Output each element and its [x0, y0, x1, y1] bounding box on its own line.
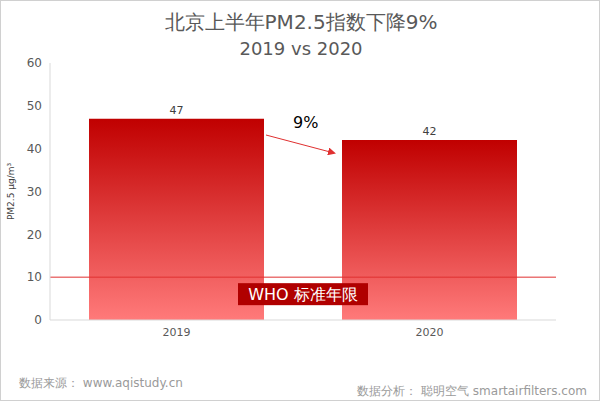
svg-text:PM2.5 μg/m³: PM2.5 μg/m³ — [6, 163, 16, 221]
html-text:9%: 9% — [293, 113, 319, 132]
svg-text:47: 47 — [170, 104, 184, 117]
svg-text:50: 50 — [27, 99, 42, 113]
svg-text:10: 10 — [27, 270, 42, 284]
html-text:北京上半年PM2.5指数下降9%: 北京上半年PM2.5指数下降9% — [164, 10, 438, 34]
svg-text:2020: 2020 — [416, 326, 444, 339]
html-text:2019 vs 2020: 2019 vs 2020 — [239, 38, 363, 59]
svg-text:0: 0 — [34, 313, 42, 327]
html-text:数据来源： www.aqistudy.cn: 数据来源： www.aqistudy.cn — [19, 376, 183, 390]
html-text:数据分析： 聪明空气 smartairfilters.com: 数据分析： 聪明空气 smartairfilters.com — [357, 384, 587, 398]
svg-text:30: 30 — [27, 185, 42, 199]
svg-text:20: 20 — [27, 228, 42, 242]
svg-text:60: 60 — [27, 56, 42, 70]
svg-text:WHO 标准年限: WHO 标准年限 — [248, 285, 358, 304]
svg-text:2019: 2019 — [163, 326, 191, 339]
svg-text:40: 40 — [27, 142, 42, 156]
svg-text:42: 42 — [423, 125, 437, 138]
